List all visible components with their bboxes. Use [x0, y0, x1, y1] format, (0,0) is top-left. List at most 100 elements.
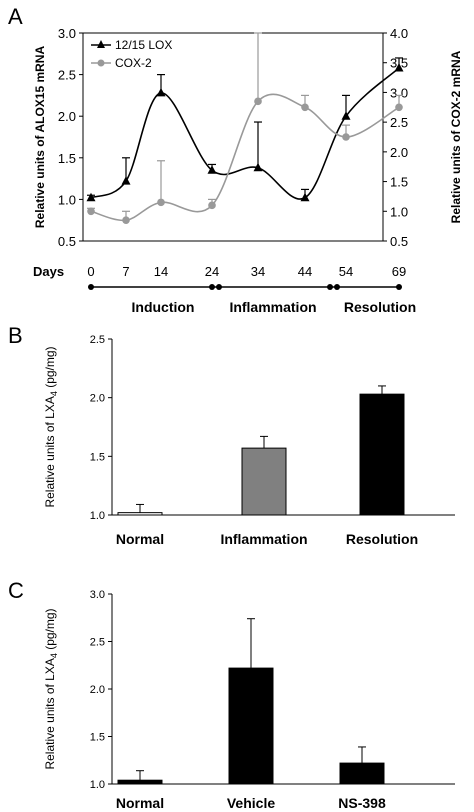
- category-label-vehicle: Vehicle: [227, 795, 275, 811]
- y-right-tick-label: 2.5: [390, 115, 408, 130]
- panel-c-tick-labels: 1.0 1.5 2.0 2.5 3.0 Normal Vehicle NS-398: [90, 589, 386, 811]
- data-point-12-15-lox: [86, 192, 96, 202]
- phase-dot: [216, 284, 222, 290]
- category-label-ns-398: NS-398: [338, 795, 386, 811]
- phase-label-inflammation: Inflammation: [229, 299, 316, 315]
- panel-a-legend: 12/15 LOX COX-2: [91, 38, 172, 70]
- panel-a-y-right-axis-label: Relative units of COX-2 mRNA: [449, 50, 463, 223]
- bar-normal: [117, 512, 163, 516]
- panel-a-tick-labels: 0.51.01.52.02.53.00.51.01.52.02.53.03.54…: [58, 26, 408, 279]
- data-point-cox-2: [208, 201, 216, 210]
- phase-dot: [209, 284, 215, 290]
- data-point-12-15-lox: [341, 111, 351, 120]
- phase-dot: [327, 284, 333, 290]
- category-label-normal: Normal: [116, 531, 164, 547]
- x-tick-label: 14: [154, 264, 168, 279]
- panel-c-y-label-unit: (pg/mg): [43, 608, 57, 653]
- data-point-12-15-lox: [253, 162, 263, 172]
- panel-b-letter: B: [8, 323, 23, 348]
- y-tick-label: 1.5: [58, 151, 76, 166]
- data-point-12-15-lox: [207, 165, 217, 174]
- legend-12-15-lox-marker: [97, 40, 105, 48]
- panel-a-axes: [79, 32, 387, 242]
- category-label-inflammation: Inflammation: [220, 531, 307, 547]
- x-tick-label: 24: [205, 264, 219, 279]
- series-line-12-15-lox: [90, 67, 400, 200]
- panel-c-y-axis-label: Relative units of LXA4 (pg/mg): [43, 608, 59, 769]
- series-line-cox-2: [90, 93, 400, 222]
- panel-c-y-label-subscript: 4: [49, 653, 59, 658]
- phase-dot: [396, 284, 402, 290]
- y-tick-label: 3.0: [90, 589, 105, 601]
- phase-dot: [334, 284, 340, 290]
- y-tick-label: 1.0: [90, 779, 105, 791]
- x-tick-label: 69: [392, 264, 406, 279]
- panel-a-plot-frame: [82, 32, 384, 242]
- data-point-cox-2: [157, 198, 165, 207]
- legend-12-15-lox-label: 12/15 LOX: [115, 38, 172, 52]
- data-point-cox-2: [301, 103, 309, 112]
- y-tick-label: 2.0: [90, 684, 105, 696]
- panel-b-y-label-main: Relative units of LXA: [43, 396, 57, 507]
- panel-c: C Relative units of LXA4 (pg/mg) 1.0 1.5 2…: [8, 578, 455, 811]
- legend-cox-2-label: COX-2: [115, 56, 152, 70]
- bar-ns-398: [339, 762, 385, 785]
- x-tick-label: 54: [339, 264, 353, 279]
- x-tick-label: 34: [251, 264, 265, 279]
- x-tick-label: 7: [122, 264, 129, 279]
- panel-c-letter: C: [8, 578, 24, 603]
- y-tick-label: 0.5: [58, 234, 76, 249]
- data-point-12-15-lox: [300, 192, 310, 202]
- y-right-tick-label: 4.0: [390, 26, 408, 41]
- y-tick-label: 1.5: [90, 451, 105, 463]
- y-right-tick-label: 2.0: [390, 145, 408, 160]
- panel-c-bars: [117, 618, 385, 785]
- y-tick-label: 2.5: [90, 334, 105, 346]
- panel-b-bars: [117, 385, 405, 516]
- data-point-cox-2: [395, 103, 403, 112]
- panel-b-y-label-unit: (pg/mg): [43, 346, 57, 391]
- bar-inflammation: [241, 447, 287, 516]
- legend-cox-2-marker: [97, 59, 105, 67]
- y-tick-label: 2.5: [90, 637, 105, 649]
- panel-a-y-axis-label: Relative units of ALOX15 mRNA: [33, 46, 47, 229]
- y-right-tick-label: 0.5: [390, 234, 408, 249]
- category-label-normal: Normal: [116, 795, 164, 811]
- panel-a: A Relative units of ALOX15 mRNA Relative…: [8, 4, 463, 315]
- data-point-cox-2: [122, 216, 130, 224]
- panel-b-y-label-subscript: 4: [49, 391, 59, 396]
- y-right-tick-label: 1.0: [390, 204, 408, 219]
- x-tick-label: 0: [87, 264, 94, 279]
- panel-a-series: [86, 32, 404, 224]
- phase-dot: [88, 284, 94, 290]
- panel-c-axes: [108, 593, 455, 785]
- data-point-12-15-lox: [394, 62, 404, 72]
- data-point-cox-2: [342, 133, 350, 141]
- y-tick-label: 2.0: [90, 393, 105, 405]
- panel-a-x-axis-label: Days: [33, 264, 64, 279]
- y-tick-label: 2.0: [58, 109, 76, 124]
- bar-normal: [117, 779, 163, 785]
- panel-b-y-axis-label: Relative units of LXA4 (pg/mg): [43, 346, 59, 507]
- panel-a-letter: A: [8, 4, 23, 29]
- y-tick-label: 3.0: [58, 26, 76, 41]
- y-tick-label: 1.0: [90, 510, 105, 522]
- phase-label-resolution: Resolution: [344, 299, 416, 315]
- data-point-12-15-lox: [121, 176, 131, 185]
- panel-b: B Relative units of LXA4 (pg/mg) 1.0 1.5 2…: [8, 323, 455, 547]
- data-point-cox-2: [254, 97, 262, 106]
- y-right-tick-label: 3.0: [390, 85, 408, 100]
- y-tick-label: 1.0: [58, 192, 76, 207]
- bar-resolution: [359, 393, 405, 516]
- category-label-resolution: Resolution: [346, 531, 418, 547]
- bar-vehicle: [228, 667, 274, 785]
- panel-c-y-label-main: Relative units of LXA: [43, 658, 57, 769]
- data-point-cox-2: [87, 207, 95, 216]
- y-right-tick-label: 1.5: [390, 175, 408, 190]
- panel-a-phase-bar: Induction Inflammation Resolution: [88, 284, 416, 315]
- y-tick-label: 2.5: [58, 68, 76, 83]
- panel-b-tick-labels: 1.0 1.5 2.0 2.5 Normal Inflammation Resolution: [90, 334, 418, 547]
- phase-label-induction: Induction: [132, 299, 195, 315]
- y-tick-label: 1.5: [90, 732, 105, 744]
